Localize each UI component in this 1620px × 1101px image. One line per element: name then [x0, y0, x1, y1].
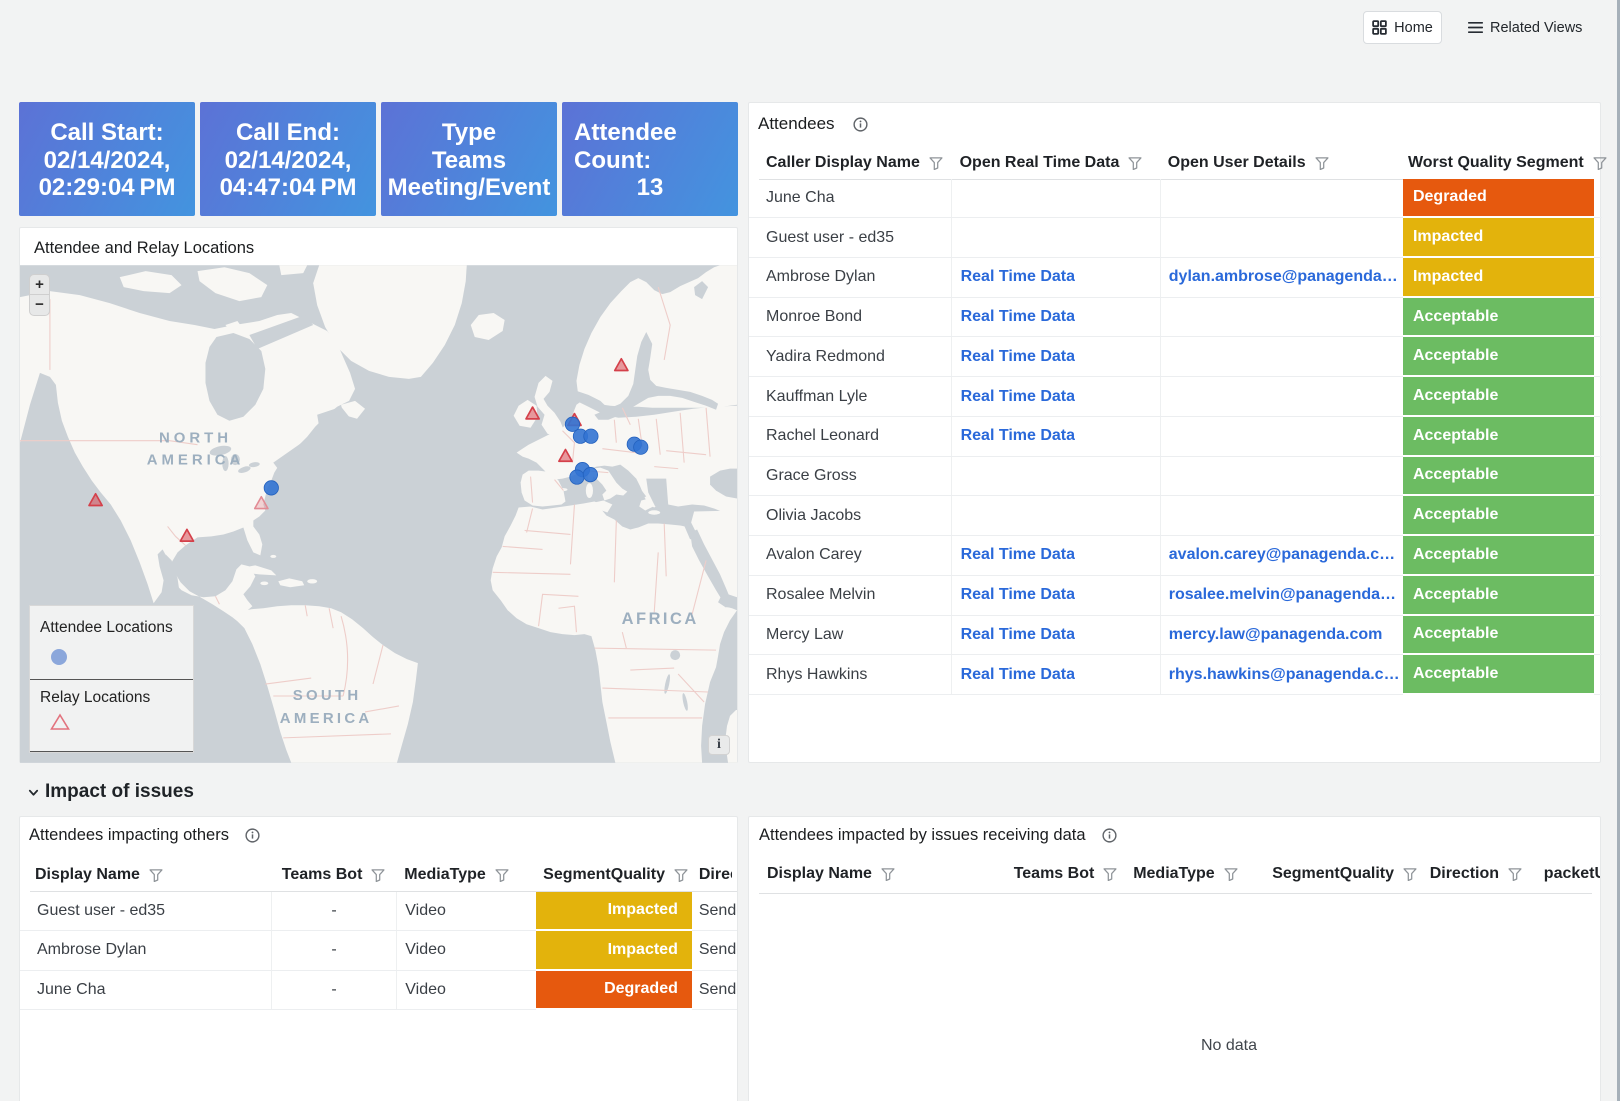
- svg-text:NORTH: NORTH: [159, 430, 232, 447]
- svg-text:SOUTH: SOUTH: [293, 687, 362, 704]
- svg-text:AMERICA: AMERICA: [280, 710, 373, 727]
- svg-text:AFRICA: AFRICA: [622, 610, 699, 628]
- svg-text:AMERICA: AMERICA: [147, 452, 245, 469]
